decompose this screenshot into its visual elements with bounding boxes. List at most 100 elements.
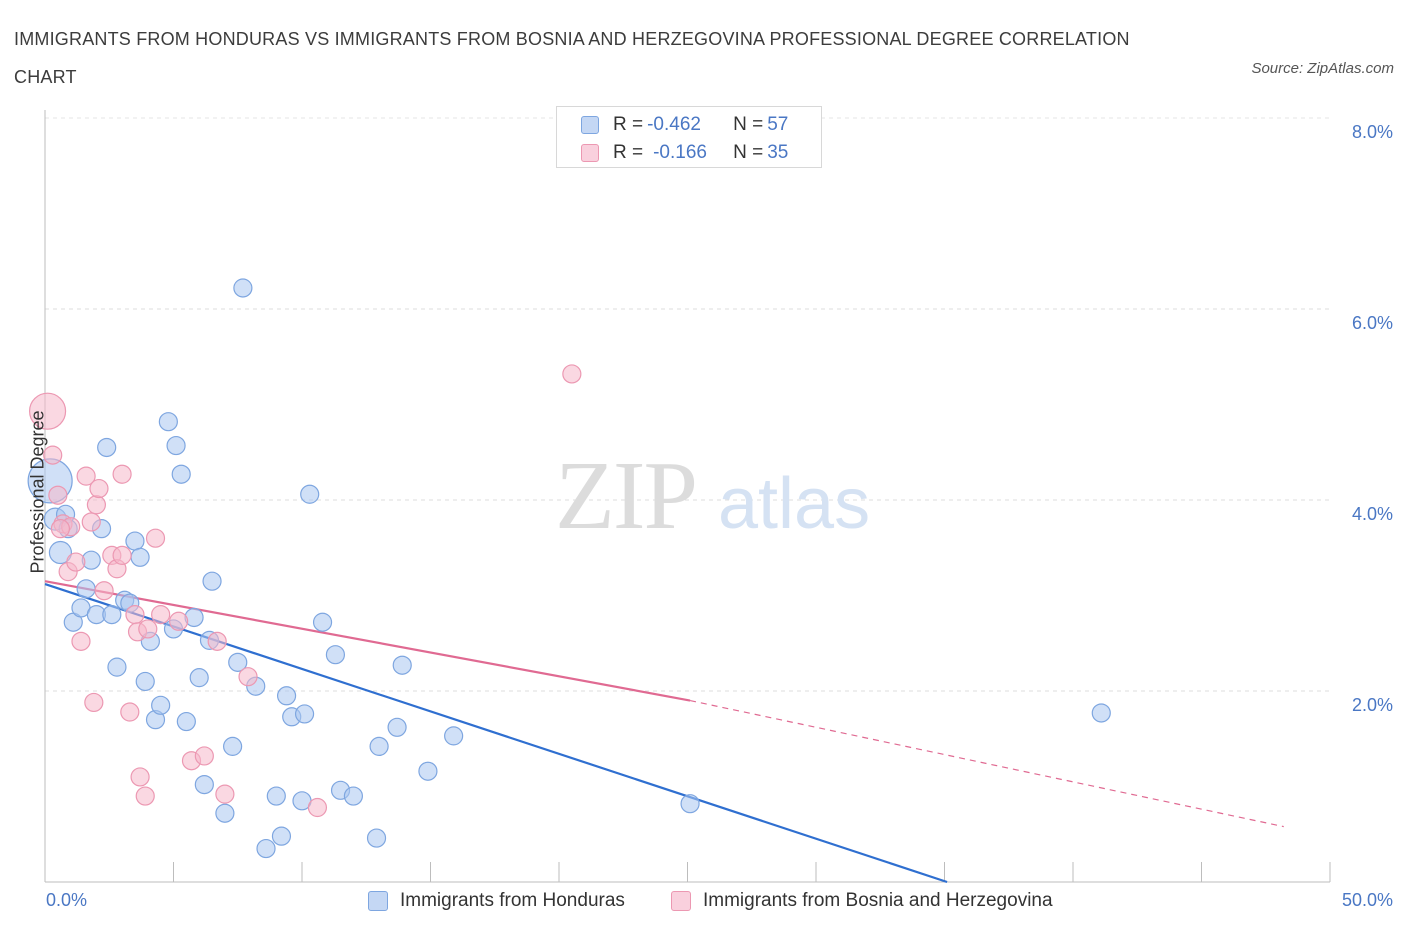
honduras-point bbox=[48, 540, 73, 565]
y-tick-label: 2.0% bbox=[1351, 695, 1393, 715]
honduras-point bbox=[194, 774, 214, 795]
bosnia-point bbox=[562, 364, 582, 384]
honduras-point bbox=[151, 695, 171, 715]
honduras-point bbox=[171, 464, 191, 484]
honduras-point bbox=[418, 761, 438, 781]
honduras-point bbox=[680, 794, 700, 814]
honduras-point bbox=[135, 671, 155, 692]
bosnia-point bbox=[112, 545, 132, 565]
honduras-point bbox=[125, 531, 145, 551]
legend-row-bosnia: R = -0.166 N = 35 bbox=[581, 141, 788, 165]
honduras-point bbox=[97, 437, 117, 458]
honduras-point bbox=[444, 726, 464, 746]
bosnia-point bbox=[130, 767, 150, 787]
bosnia-trend-extension bbox=[689, 699, 1284, 828]
legend-r-value: -0.166 bbox=[653, 142, 707, 163]
legend-n-value: 35 bbox=[767, 142, 789, 163]
honduras-point bbox=[369, 736, 389, 756]
x-tick-label-min: 0.0% bbox=[46, 890, 88, 910]
bosnia-point bbox=[151, 604, 171, 625]
grid-lines bbox=[45, 117, 1330, 692]
honduras-point bbox=[366, 828, 387, 848]
bosnia-point bbox=[120, 702, 140, 722]
legend-row-honduras: R = -0.462 N = 57 bbox=[581, 113, 788, 137]
honduras-point bbox=[228, 652, 248, 672]
legend-n-value: 57 bbox=[767, 114, 789, 135]
honduras-point bbox=[343, 786, 363, 806]
series-legend-label: Immigrants from Honduras bbox=[400, 890, 625, 911]
bosnia-point bbox=[207, 631, 227, 651]
honduras-point bbox=[102, 604, 122, 625]
bosnia-point bbox=[28, 392, 67, 430]
bosnia-point bbox=[43, 445, 63, 465]
bosnia-point bbox=[125, 604, 145, 625]
honduras-point bbox=[276, 686, 297, 706]
bosnia-point bbox=[89, 478, 109, 499]
bosnia-point bbox=[94, 581, 114, 601]
honduras-point bbox=[325, 645, 346, 665]
legend-r-label: R = bbox=[613, 114, 644, 135]
correlation-legend: R = -0.462 N = 57 R = -0.166 N = 35 bbox=[556, 106, 822, 168]
bosnia-point bbox=[76, 466, 96, 486]
honduras-point bbox=[202, 571, 222, 591]
honduras-point bbox=[1091, 703, 1111, 723]
bosnia-point bbox=[48, 485, 68, 505]
honduras-point bbox=[387, 717, 407, 737]
legend-swatch-honduras bbox=[581, 116, 599, 134]
honduras-point bbox=[312, 612, 333, 632]
honduras-point bbox=[107, 657, 127, 677]
honduras-point bbox=[76, 579, 96, 599]
bosnia-point bbox=[307, 797, 328, 818]
honduras-point bbox=[256, 838, 276, 859]
bosnia-point bbox=[81, 512, 101, 532]
honduras-point bbox=[176, 711, 196, 732]
bosnia-point bbox=[238, 667, 258, 687]
data-points bbox=[27, 278, 1111, 859]
series-swatch-honduras bbox=[368, 891, 388, 911]
bosnia-point bbox=[169, 611, 189, 631]
bosnia-trend-line bbox=[44, 580, 691, 702]
honduras-point bbox=[223, 736, 243, 756]
honduras-point bbox=[215, 803, 235, 823]
honduras-point bbox=[233, 278, 253, 298]
bosnia-point bbox=[112, 464, 132, 484]
legend-r-label: R = bbox=[613, 142, 644, 163]
bosnia-point bbox=[50, 519, 71, 539]
bosnia-point bbox=[71, 631, 91, 651]
honduras-point bbox=[189, 668, 209, 688]
legend-swatch-bosnia bbox=[581, 144, 599, 162]
watermark-atlas: atlas bbox=[718, 464, 870, 544]
bosnia-point bbox=[138, 619, 158, 639]
honduras-point bbox=[158, 412, 178, 432]
honduras-point bbox=[294, 704, 315, 724]
bosnia-point bbox=[145, 528, 166, 548]
bosnia-point bbox=[215, 784, 235, 804]
honduras-point bbox=[300, 484, 320, 504]
y-tick-label: 8.0% bbox=[1351, 122, 1393, 142]
series-legend-label: Immigrants from Bosnia and Herzegovina bbox=[703, 890, 1053, 911]
y-tick-label: 4.0% bbox=[1351, 504, 1393, 524]
bosnia-point bbox=[66, 552, 86, 572]
series-swatch-bosnia bbox=[671, 891, 691, 911]
bosnia-point bbox=[135, 786, 155, 806]
series-legend-bosnia: Immigrants from Bosnia and Herzegovina bbox=[671, 890, 1053, 912]
trend-lines bbox=[44, 580, 1284, 884]
source-label: Source: ZipAtlas.com bbox=[1251, 60, 1394, 77]
chart-title: IMMIGRANTS FROM HONDURAS VS IMMIGRANTS F… bbox=[14, 29, 1130, 87]
y-axis-title: Professional Degree bbox=[27, 410, 48, 574]
honduras-trend-line bbox=[44, 582, 948, 884]
honduras-point bbox=[130, 547, 150, 567]
series-legend: Immigrants from Honduras Immigrants from… bbox=[0, 890, 1406, 916]
watermark: ZIP atlas bbox=[555, 442, 870, 550]
honduras-point bbox=[271, 826, 292, 846]
watermark-zip: ZIP bbox=[555, 442, 696, 550]
y-tick-label: 6.0% bbox=[1351, 313, 1393, 333]
honduras-point bbox=[166, 435, 186, 456]
x-tick-label-max: 50.0% bbox=[1341, 890, 1393, 910]
legend-r-value: -0.462 bbox=[647, 114, 701, 135]
honduras-point bbox=[266, 786, 286, 806]
legend-n-label: N = bbox=[733, 114, 764, 135]
bosnia-point bbox=[194, 746, 214, 766]
honduras-point bbox=[392, 655, 412, 675]
